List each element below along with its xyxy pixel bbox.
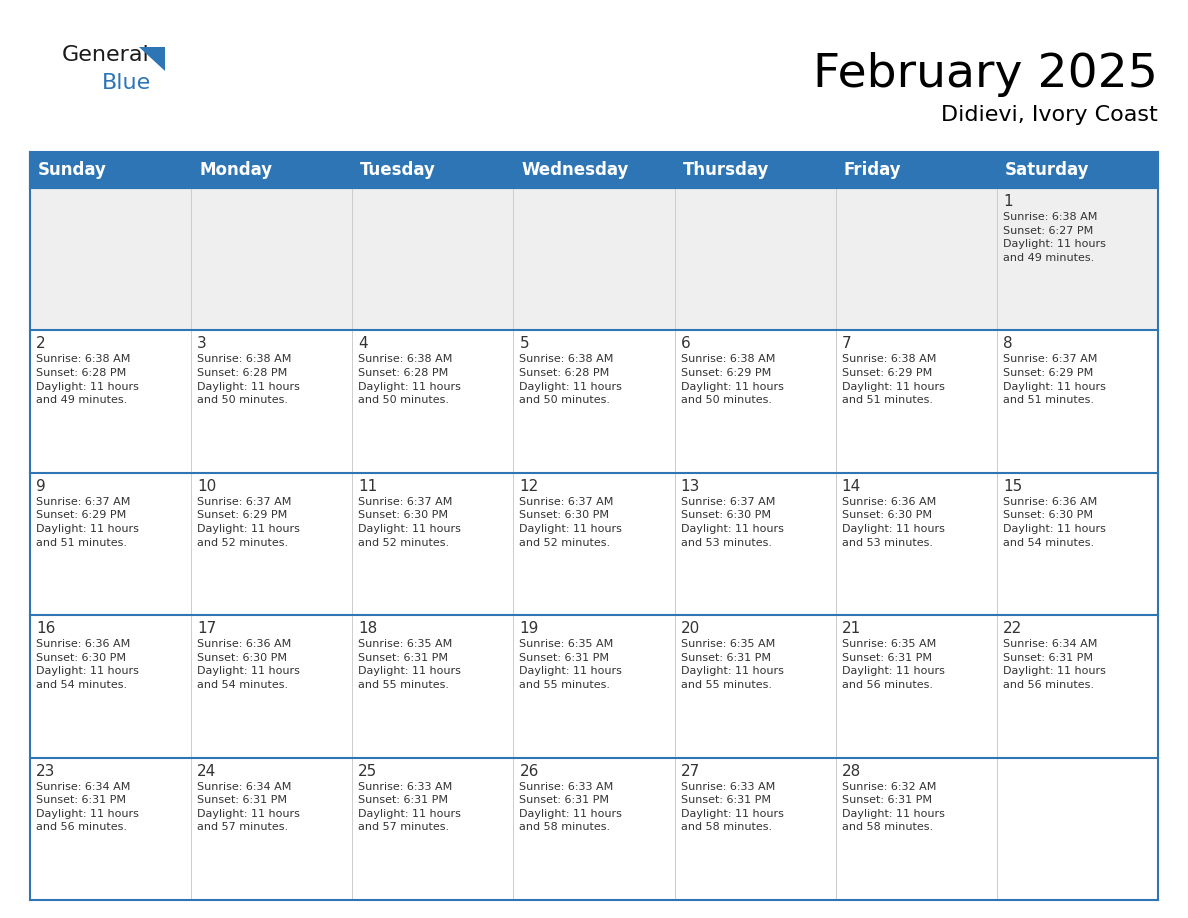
Text: 9: 9 bbox=[36, 479, 46, 494]
Text: 14: 14 bbox=[842, 479, 861, 494]
Text: 6: 6 bbox=[681, 336, 690, 352]
Text: 1: 1 bbox=[1003, 194, 1012, 209]
Text: Sunrise: 6:34 AM
Sunset: 6:31 PM
Daylight: 11 hours
and 57 minutes.: Sunrise: 6:34 AM Sunset: 6:31 PM Dayligh… bbox=[197, 781, 301, 833]
Bar bbox=[30, 330, 1158, 473]
Bar bbox=[30, 615, 1158, 757]
Text: 21: 21 bbox=[842, 621, 861, 636]
Text: 5: 5 bbox=[519, 336, 529, 352]
Text: 17: 17 bbox=[197, 621, 216, 636]
Text: Sunrise: 6:35 AM
Sunset: 6:31 PM
Daylight: 11 hours
and 55 minutes.: Sunrise: 6:35 AM Sunset: 6:31 PM Dayligh… bbox=[519, 639, 623, 690]
Text: 3: 3 bbox=[197, 336, 207, 352]
Bar bbox=[835, 152, 997, 188]
Text: Sunrise: 6:36 AM
Sunset: 6:30 PM
Daylight: 11 hours
and 54 minutes.: Sunrise: 6:36 AM Sunset: 6:30 PM Dayligh… bbox=[197, 639, 301, 690]
Text: Sunrise: 6:35 AM
Sunset: 6:31 PM
Daylight: 11 hours
and 55 minutes.: Sunrise: 6:35 AM Sunset: 6:31 PM Dayligh… bbox=[359, 639, 461, 690]
Text: Sunrise: 6:38 AM
Sunset: 6:28 PM
Daylight: 11 hours
and 50 minutes.: Sunrise: 6:38 AM Sunset: 6:28 PM Dayligh… bbox=[359, 354, 461, 405]
Bar bbox=[997, 152, 1158, 188]
Text: Sunrise: 6:38 AM
Sunset: 6:29 PM
Daylight: 11 hours
and 51 minutes.: Sunrise: 6:38 AM Sunset: 6:29 PM Dayligh… bbox=[842, 354, 944, 405]
Text: Monday: Monday bbox=[200, 161, 272, 179]
Text: Friday: Friday bbox=[843, 161, 902, 179]
Text: Thursday: Thursday bbox=[683, 161, 769, 179]
Text: 16: 16 bbox=[36, 621, 56, 636]
Bar bbox=[30, 473, 1158, 615]
Text: 12: 12 bbox=[519, 479, 538, 494]
Polygon shape bbox=[139, 47, 165, 71]
Bar bbox=[675, 152, 835, 188]
Text: Sunrise: 6:34 AM
Sunset: 6:31 PM
Daylight: 11 hours
and 56 minutes.: Sunrise: 6:34 AM Sunset: 6:31 PM Dayligh… bbox=[1003, 639, 1106, 690]
Text: 7: 7 bbox=[842, 336, 852, 352]
Text: Wednesday: Wednesday bbox=[522, 161, 628, 179]
Text: Saturday: Saturday bbox=[1005, 161, 1089, 179]
Text: Sunrise: 6:33 AM
Sunset: 6:31 PM
Daylight: 11 hours
and 58 minutes.: Sunrise: 6:33 AM Sunset: 6:31 PM Dayligh… bbox=[681, 781, 783, 833]
Text: Sunrise: 6:36 AM
Sunset: 6:30 PM
Daylight: 11 hours
and 53 minutes.: Sunrise: 6:36 AM Sunset: 6:30 PM Dayligh… bbox=[842, 497, 944, 548]
Text: Sunrise: 6:33 AM
Sunset: 6:31 PM
Daylight: 11 hours
and 58 minutes.: Sunrise: 6:33 AM Sunset: 6:31 PM Dayligh… bbox=[519, 781, 623, 833]
Text: 10: 10 bbox=[197, 479, 216, 494]
Text: Sunrise: 6:32 AM
Sunset: 6:31 PM
Daylight: 11 hours
and 58 minutes.: Sunrise: 6:32 AM Sunset: 6:31 PM Dayligh… bbox=[842, 781, 944, 833]
Text: Sunrise: 6:38 AM
Sunset: 6:28 PM
Daylight: 11 hours
and 50 minutes.: Sunrise: 6:38 AM Sunset: 6:28 PM Dayligh… bbox=[519, 354, 623, 405]
Text: 2: 2 bbox=[36, 336, 45, 352]
Text: Sunrise: 6:37 AM
Sunset: 6:30 PM
Daylight: 11 hours
and 52 minutes.: Sunrise: 6:37 AM Sunset: 6:30 PM Dayligh… bbox=[359, 497, 461, 548]
Text: Sunrise: 6:37 AM
Sunset: 6:29 PM
Daylight: 11 hours
and 52 minutes.: Sunrise: 6:37 AM Sunset: 6:29 PM Dayligh… bbox=[197, 497, 301, 548]
Text: 23: 23 bbox=[36, 764, 56, 778]
Text: Sunrise: 6:37 AM
Sunset: 6:30 PM
Daylight: 11 hours
and 52 minutes.: Sunrise: 6:37 AM Sunset: 6:30 PM Dayligh… bbox=[519, 497, 623, 548]
Text: 28: 28 bbox=[842, 764, 861, 778]
Text: Sunrise: 6:36 AM
Sunset: 6:30 PM
Daylight: 11 hours
and 54 minutes.: Sunrise: 6:36 AM Sunset: 6:30 PM Dayligh… bbox=[1003, 497, 1106, 548]
Text: 26: 26 bbox=[519, 764, 539, 778]
Text: Sunrise: 6:37 AM
Sunset: 6:29 PM
Daylight: 11 hours
and 51 minutes.: Sunrise: 6:37 AM Sunset: 6:29 PM Dayligh… bbox=[1003, 354, 1106, 405]
Text: Sunrise: 6:37 AM
Sunset: 6:29 PM
Daylight: 11 hours
and 51 minutes.: Sunrise: 6:37 AM Sunset: 6:29 PM Dayligh… bbox=[36, 497, 139, 548]
Text: 20: 20 bbox=[681, 621, 700, 636]
Text: 8: 8 bbox=[1003, 336, 1012, 352]
Text: Sunrise: 6:36 AM
Sunset: 6:30 PM
Daylight: 11 hours
and 54 minutes.: Sunrise: 6:36 AM Sunset: 6:30 PM Dayligh… bbox=[36, 639, 139, 690]
Bar bbox=[191, 152, 353, 188]
Text: 25: 25 bbox=[359, 764, 378, 778]
Bar bbox=[30, 152, 191, 188]
Bar bbox=[513, 152, 675, 188]
Bar bbox=[30, 188, 1158, 330]
Text: General: General bbox=[62, 45, 150, 65]
Text: February 2025: February 2025 bbox=[813, 52, 1158, 97]
Text: 27: 27 bbox=[681, 764, 700, 778]
Bar bbox=[30, 152, 1158, 188]
Text: 18: 18 bbox=[359, 621, 378, 636]
Text: Blue: Blue bbox=[102, 73, 151, 93]
Text: 11: 11 bbox=[359, 479, 378, 494]
Text: Sunrise: 6:34 AM
Sunset: 6:31 PM
Daylight: 11 hours
and 56 minutes.: Sunrise: 6:34 AM Sunset: 6:31 PM Dayligh… bbox=[36, 781, 139, 833]
Text: Tuesday: Tuesday bbox=[360, 161, 436, 179]
Text: Sunrise: 6:33 AM
Sunset: 6:31 PM
Daylight: 11 hours
and 57 minutes.: Sunrise: 6:33 AM Sunset: 6:31 PM Dayligh… bbox=[359, 781, 461, 833]
Text: Sunrise: 6:38 AM
Sunset: 6:28 PM
Daylight: 11 hours
and 49 minutes.: Sunrise: 6:38 AM Sunset: 6:28 PM Dayligh… bbox=[36, 354, 139, 405]
Text: Sunday: Sunday bbox=[38, 161, 107, 179]
Text: Didievi, Ivory Coast: Didievi, Ivory Coast bbox=[941, 105, 1158, 125]
Text: Sunrise: 6:38 AM
Sunset: 6:28 PM
Daylight: 11 hours
and 50 minutes.: Sunrise: 6:38 AM Sunset: 6:28 PM Dayligh… bbox=[197, 354, 301, 405]
Text: 22: 22 bbox=[1003, 621, 1022, 636]
Bar bbox=[353, 152, 513, 188]
Text: 19: 19 bbox=[519, 621, 539, 636]
Bar bbox=[30, 757, 1158, 900]
Text: Sunrise: 6:35 AM
Sunset: 6:31 PM
Daylight: 11 hours
and 55 minutes.: Sunrise: 6:35 AM Sunset: 6:31 PM Dayligh… bbox=[681, 639, 783, 690]
Text: 24: 24 bbox=[197, 764, 216, 778]
Text: 15: 15 bbox=[1003, 479, 1022, 494]
Text: Sunrise: 6:38 AM
Sunset: 6:27 PM
Daylight: 11 hours
and 49 minutes.: Sunrise: 6:38 AM Sunset: 6:27 PM Dayligh… bbox=[1003, 212, 1106, 263]
Text: 13: 13 bbox=[681, 479, 700, 494]
Text: Sunrise: 6:37 AM
Sunset: 6:30 PM
Daylight: 11 hours
and 53 minutes.: Sunrise: 6:37 AM Sunset: 6:30 PM Dayligh… bbox=[681, 497, 783, 548]
Text: 4: 4 bbox=[359, 336, 368, 352]
Text: Sunrise: 6:38 AM
Sunset: 6:29 PM
Daylight: 11 hours
and 50 minutes.: Sunrise: 6:38 AM Sunset: 6:29 PM Dayligh… bbox=[681, 354, 783, 405]
Text: Sunrise: 6:35 AM
Sunset: 6:31 PM
Daylight: 11 hours
and 56 minutes.: Sunrise: 6:35 AM Sunset: 6:31 PM Dayligh… bbox=[842, 639, 944, 690]
